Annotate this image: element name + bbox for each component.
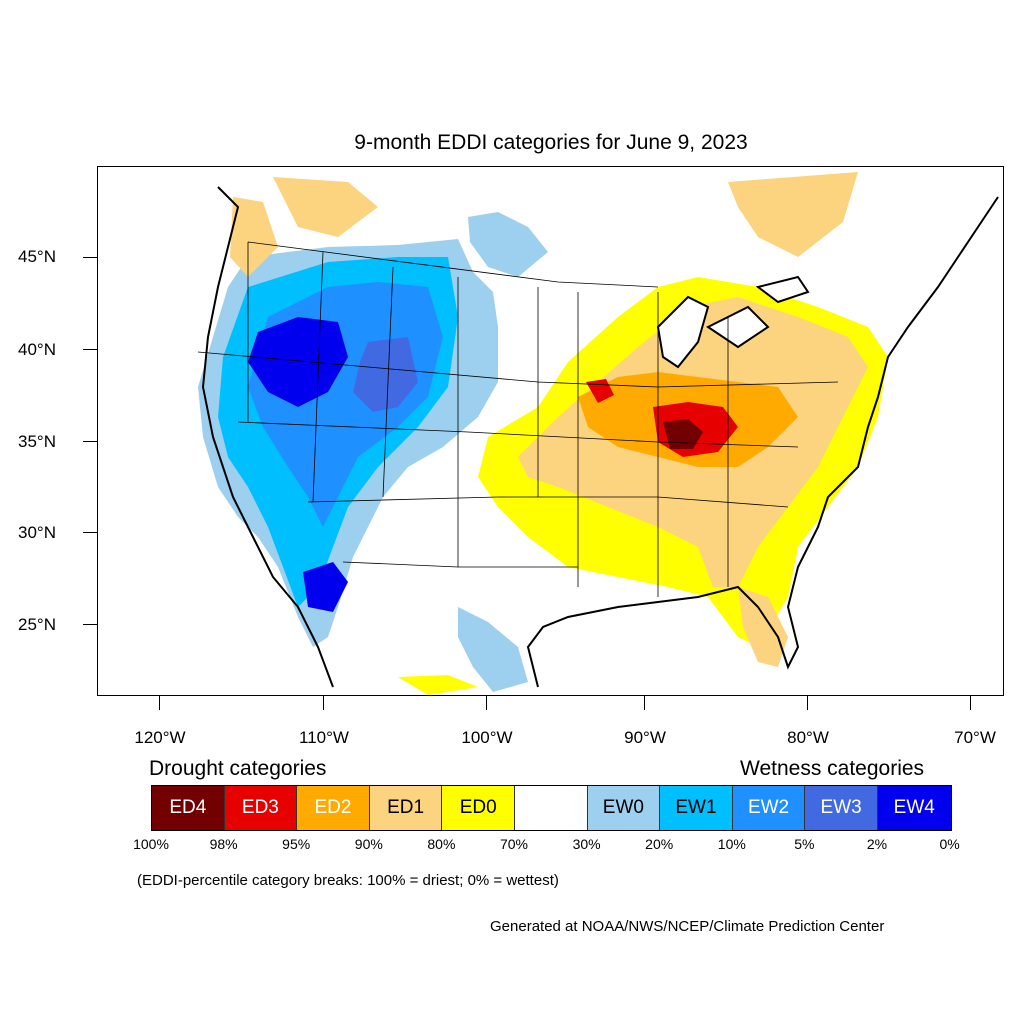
- region-ed4-core: [663, 419, 703, 449]
- category-note: (EDDI-percentile category breaks: 100% =…: [137, 872, 559, 889]
- lon-tick: [486, 696, 487, 710]
- legend-cell-ew4: EW4: [877, 786, 951, 830]
- lat-label-25: 25°N: [18, 615, 56, 634]
- region-ed1-alberta: [273, 177, 378, 237]
- percentile-label: 95%: [282, 836, 311, 852]
- lat-tick: [83, 349, 97, 350]
- lat-tick: [83, 532, 97, 533]
- percentile-label: 90%: [354, 836, 383, 852]
- percentile-label: 80%: [427, 836, 456, 852]
- lon-label-100: 100°W: [461, 728, 513, 747]
- region-ed0-florida: [738, 587, 788, 667]
- legend-cell-neutral: [514, 786, 588, 830]
- legend-cell-ew2: EW2: [732, 786, 806, 830]
- region-ed1-pnw: [230, 197, 278, 277]
- legend-cell-ew0: EW0: [587, 786, 661, 830]
- drought-heading: Drought categories: [149, 757, 327, 780]
- legend-cell-ed0: ED0: [442, 786, 515, 830]
- lon-label-70: 70°W: [954, 728, 996, 747]
- region-ed1-canada: [728, 172, 858, 257]
- percentile-label: 10%: [717, 836, 746, 852]
- percentile-label: 30%: [572, 836, 601, 852]
- region-ed0-texas-coast: [398, 675, 478, 695]
- legend-cell-ed1: ED1: [369, 786, 443, 830]
- legend-cell-ed2: ED2: [297, 786, 370, 830]
- lon-tick: [807, 696, 808, 710]
- map-frame: [97, 166, 1004, 696]
- percentile-label: 70%: [499, 836, 529, 852]
- percentile-label: 98%: [209, 836, 238, 852]
- coastline: [201, 186, 999, 688]
- lon-tick: [644, 696, 645, 710]
- lon-label-110: 110°W: [299, 728, 349, 747]
- percentile-label: 2%: [866, 836, 888, 852]
- legend-cell-ew3: EW3: [805, 786, 878, 830]
- region-ew4-basin: [248, 317, 348, 407]
- lon-label-90: 90°W: [624, 728, 666, 747]
- legend-cell-ed4: ED4: [152, 786, 225, 830]
- region-ew3-colorado: [353, 337, 418, 412]
- region-ew0-lakes-north: [468, 212, 548, 277]
- lat-tick: [83, 441, 97, 442]
- legend-cell-ew1: EW1: [660, 786, 733, 830]
- lon-tick: [970, 696, 971, 710]
- map-title: 9-month EDDI categories for June 9, 2023: [354, 131, 748, 154]
- wetness-heading: Wetness categories: [740, 757, 925, 780]
- credit-line: Generated at NOAA/NWS/NCEP/Climate Predi…: [490, 918, 885, 935]
- percentile-label: 5%: [794, 836, 815, 852]
- lon-label-80: 80°W: [787, 728, 829, 747]
- state-borders: [197, 241, 839, 597]
- lon-tick: [323, 696, 324, 710]
- lat-tick: [83, 257, 97, 258]
- percentile-label: 0%: [939, 836, 960, 852]
- percentile-label: 20%: [645, 836, 674, 852]
- percentile-label: 100%: [133, 836, 169, 852]
- eddi-map: [197, 172, 999, 695]
- region-ew4-arizona: [303, 562, 348, 612]
- lat-label-30: 30°N: [18, 523, 56, 542]
- lat-tick: [83, 624, 97, 625]
- lon-label-120: 120°W: [134, 728, 186, 747]
- lat-label-40: 40°N: [18, 340, 56, 359]
- legend-color-bar: ED4 ED3 ED2 ED1 ED0 EW0 EW1 EW2 EW3 EW4: [151, 785, 952, 831]
- lon-tick: [159, 696, 160, 710]
- lat-label-35: 35°N: [18, 432, 56, 451]
- region-ew0-texas: [458, 607, 528, 692]
- lat-label-45: 45°N: [18, 247, 56, 266]
- legend-cell-ed3: ED3: [224, 786, 298, 830]
